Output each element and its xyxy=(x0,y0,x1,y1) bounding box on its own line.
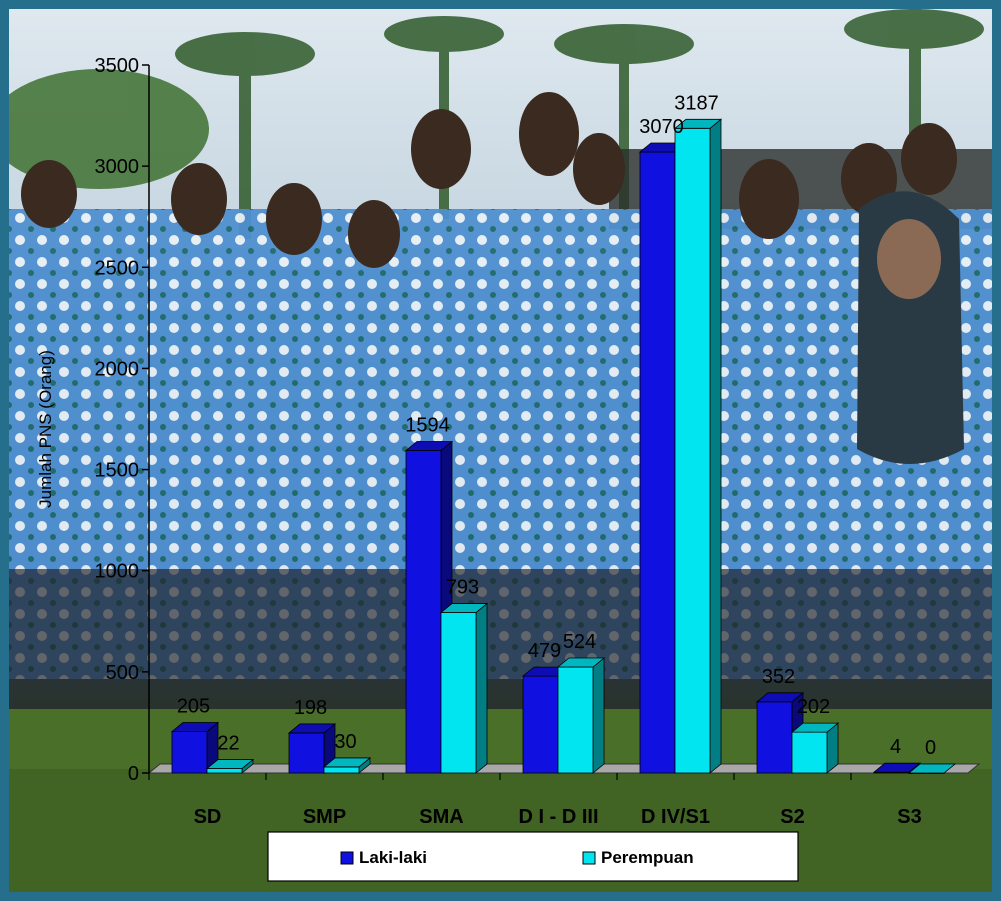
bar-front xyxy=(557,666,594,774)
x-category-label: SMA xyxy=(419,806,463,828)
bar-front xyxy=(522,675,559,774)
bar xyxy=(673,118,723,774)
bar-side xyxy=(709,118,722,774)
bar xyxy=(205,758,255,774)
bar-front xyxy=(171,731,208,774)
x-category-label: SMP xyxy=(303,806,346,828)
bar-top xyxy=(755,692,805,703)
bar-side xyxy=(475,602,488,774)
bar-top xyxy=(404,441,454,451)
bar xyxy=(790,722,840,774)
bar-value-label: 479 xyxy=(528,640,561,662)
bar xyxy=(755,691,805,774)
bar-front xyxy=(791,731,828,774)
bar-top xyxy=(205,759,255,769)
bar-top xyxy=(907,763,957,774)
bar-value-label: 1594 xyxy=(405,415,450,437)
chart-svg: 0 500 1000 1500 2000 2500 3000 3500 SD 205 22 SMP 19… xyxy=(36,55,981,882)
bar-value-label: 202 xyxy=(797,696,830,718)
bar-front xyxy=(288,732,325,774)
bar xyxy=(439,602,489,774)
bar-front xyxy=(639,151,676,774)
bar-top xyxy=(790,722,840,733)
bar-top xyxy=(872,762,922,773)
bar-front xyxy=(674,127,711,774)
y-tick-label: 3000 xyxy=(95,156,140,178)
y-axis-title: Jumlah PNS (Orang) xyxy=(36,350,55,508)
bar-top xyxy=(439,603,489,613)
legend-label-laki-laki: Laki-laki xyxy=(359,848,427,867)
x-category-label: S2 xyxy=(780,806,804,828)
y-tick-label: 0 xyxy=(128,763,139,785)
bar-top xyxy=(673,118,723,129)
bar-front xyxy=(323,766,360,774)
y-tick-label: 1000 xyxy=(95,561,140,583)
bar xyxy=(170,721,220,774)
bar-value-label: 524 xyxy=(563,631,596,653)
y-tick-label: 3500 xyxy=(95,55,140,77)
bar-value-label: 3187 xyxy=(674,92,719,114)
y-tick-label: 2000 xyxy=(95,358,140,380)
bar-value-label: 352 xyxy=(762,666,795,688)
bar-value-label: 198 xyxy=(294,697,327,719)
bar-value-label: 4 xyxy=(890,736,901,758)
x-category-label: D IV/S1 xyxy=(641,806,710,828)
bar-top xyxy=(556,657,606,668)
y-tick-label: 500 xyxy=(106,662,139,684)
legend-swatch-perempuan xyxy=(582,851,596,865)
legend: Laki-laki Perempuan xyxy=(267,831,799,882)
bar-top xyxy=(322,757,372,768)
bar-front xyxy=(405,450,442,774)
bar-front xyxy=(206,768,243,774)
x-category-label: D I - D III xyxy=(519,806,599,828)
x-category-label: S3 xyxy=(897,806,921,828)
bar-value-label: 3070 xyxy=(639,116,684,138)
y-tick-label: 2500 xyxy=(95,257,140,279)
bar-top xyxy=(287,723,337,734)
bar xyxy=(556,657,606,774)
bar-value-label: 0 xyxy=(925,737,936,759)
legend-swatch-laki-laki xyxy=(340,851,354,865)
y-tick-label: 1500 xyxy=(95,460,140,482)
background-photo xyxy=(9,9,992,892)
bar-front xyxy=(440,612,477,774)
legend-label-perempuan: Perempuan xyxy=(601,848,694,867)
bar-side xyxy=(592,657,605,774)
x-category-label: SD xyxy=(194,806,222,828)
bar xyxy=(322,757,372,774)
bar-value-label: 22 xyxy=(217,733,239,755)
bar-value-label: 793 xyxy=(446,577,479,599)
bar-value-label: 205 xyxy=(177,696,210,718)
bar xyxy=(907,763,957,774)
bar-top xyxy=(170,722,220,732)
bar-value-label: 30 xyxy=(334,731,356,753)
bar-front xyxy=(756,701,793,774)
